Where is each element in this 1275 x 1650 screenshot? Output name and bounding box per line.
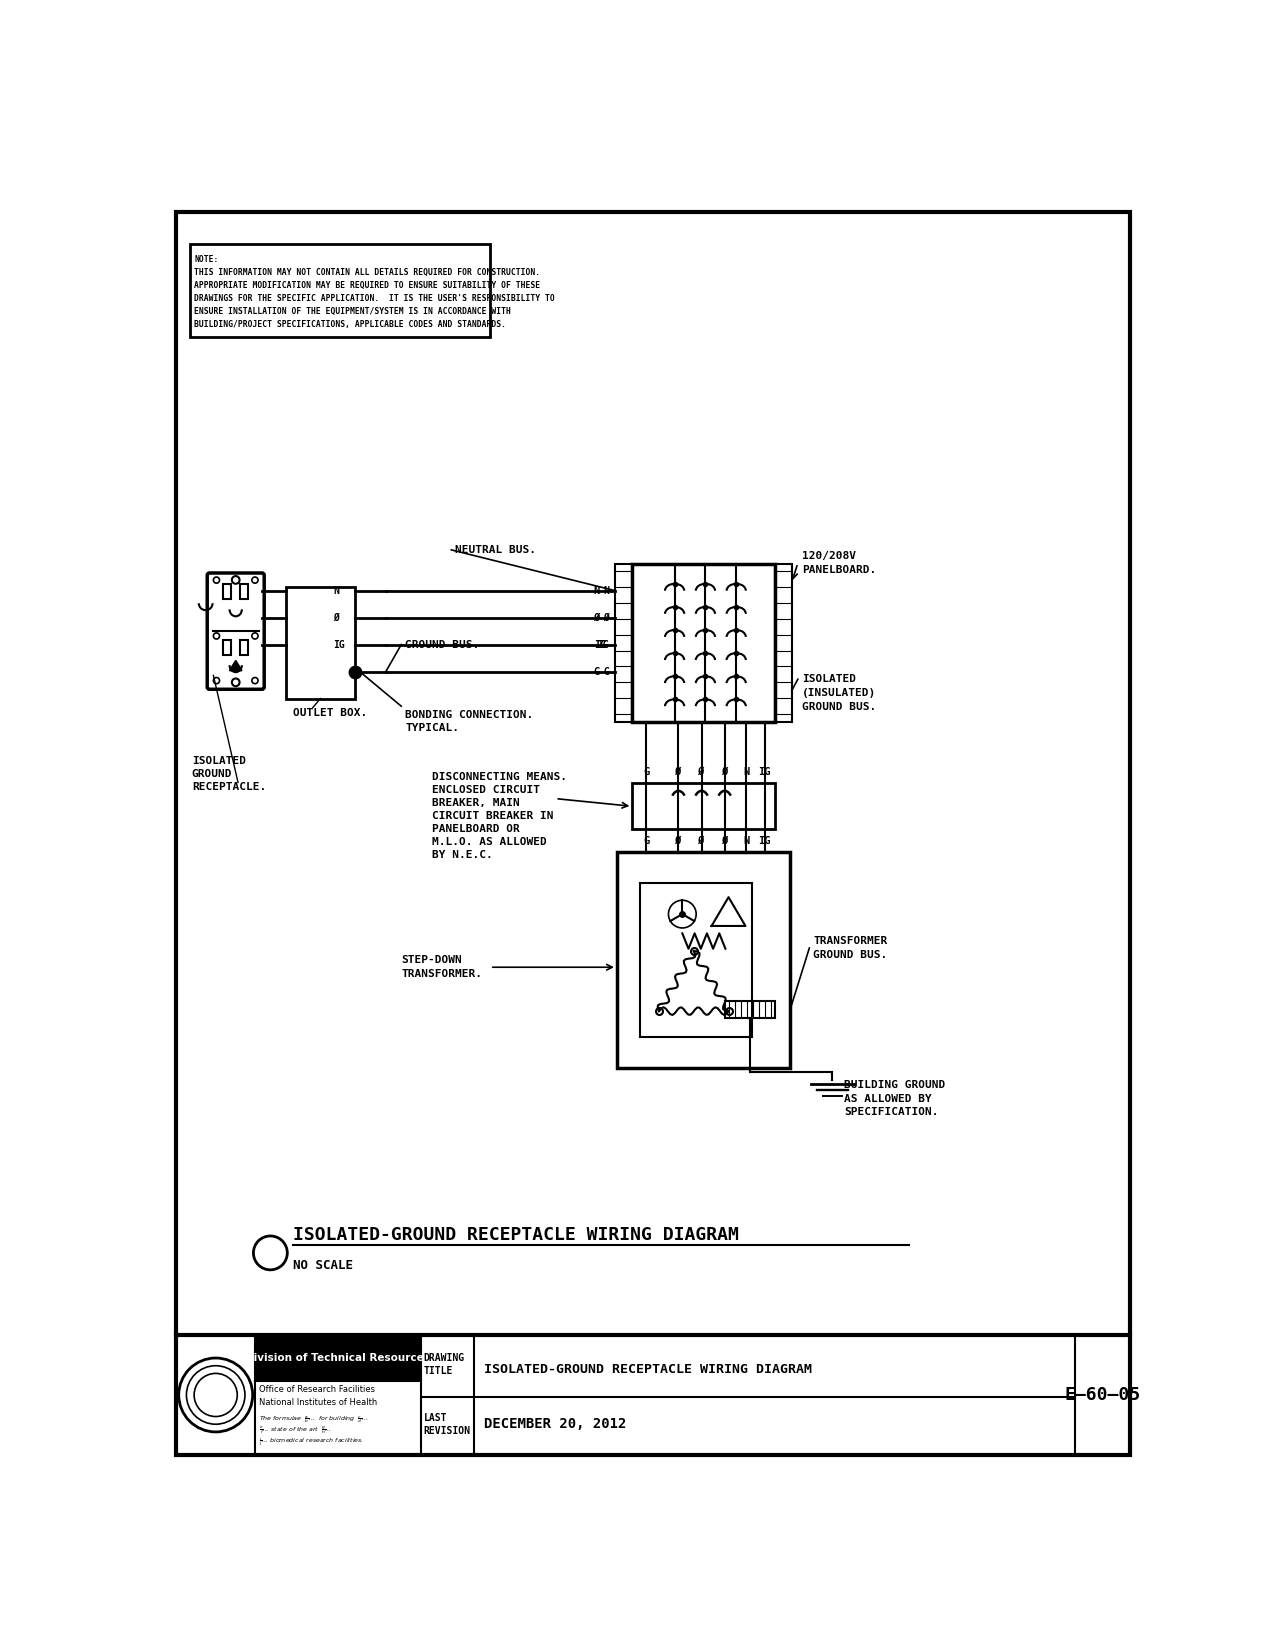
Text: ENCLOSED CIRCUIT: ENCLOSED CIRCUIT [432, 785, 541, 795]
Text: DECEMBER 20, 2012: DECEMBER 20, 2012 [483, 1417, 626, 1431]
Text: RECEPTACLE.: RECEPTACLE. [191, 782, 266, 792]
Text: IG: IG [334, 640, 346, 650]
Text: Ø: Ø [699, 835, 705, 845]
Bar [632, 564, 775, 721]
Text: ISOLATED: ISOLATED [802, 675, 856, 685]
Text: G: G [643, 835, 649, 845]
Text: $\frac{e}{f}$... state of the art  $\frac{g}{h}$...: $\frac{e}{f}$... state of the art $\frac… [259, 1424, 332, 1436]
Text: GROUND BUS.: GROUND BUS. [813, 950, 887, 960]
Text: IG: IG [594, 640, 607, 650]
Text: Ø: Ø [603, 612, 609, 622]
Circle shape [213, 578, 219, 582]
FancyBboxPatch shape [208, 573, 264, 690]
Text: LAST
REVISION: LAST REVISION [423, 1412, 470, 1435]
Bar [616, 564, 632, 721]
Text: Division of Technical Resources: Division of Technical Resources [245, 1353, 430, 1363]
Bar [775, 564, 792, 721]
Text: BONDING CONNECTION.: BONDING CONNECTION. [405, 710, 533, 719]
Text: N: N [743, 767, 750, 777]
Circle shape [252, 678, 258, 683]
Bar [223, 584, 231, 599]
Bar [617, 853, 790, 1068]
Text: NO SCALE: NO SCALE [293, 1259, 353, 1272]
Text: N: N [334, 586, 339, 596]
Text: M.L.O. AS ALLOWED: M.L.O. AS ALLOWED [432, 837, 547, 846]
Text: $\frac{i}{j}$... biomedical research facilities.: $\frac{i}{j}$... biomedical research fac… [259, 1436, 363, 1449]
Circle shape [252, 578, 258, 582]
Text: ENSURE INSTALLATION OF THE EQUIPMENT/SYSTEM IS IN ACCORDANCE WITH: ENSURE INSTALLATION OF THE EQUIPMENT/SYS… [194, 307, 511, 317]
Text: GROUND: GROUND [191, 769, 232, 779]
Text: NEUTRAL BUS.: NEUTRAL BUS. [455, 544, 537, 554]
Text: OUTLET BOX.: OUTLET BOX. [293, 708, 367, 718]
Text: GROUND BUS.: GROUND BUS. [802, 701, 876, 711]
Text: ISOLATED-GROUND RECEPTACLE WIRING DIAGRAM: ISOLATED-GROUND RECEPTACLE WIRING DIAGRA… [293, 1226, 740, 1244]
Text: National Institutes of Health: National Institutes of Health [259, 1399, 377, 1407]
Text: IG: IG [598, 640, 609, 650]
Text: THIS INFORMATION MAY NOT CONTAIN ALL DETAILS REQUIRED FOR CONSTRUCTION.: THIS INFORMATION MAY NOT CONTAIN ALL DET… [194, 267, 541, 277]
Text: TRANSFORMER: TRANSFORMER [813, 936, 887, 945]
Text: Ø: Ø [334, 612, 339, 622]
Bar [240, 640, 249, 655]
Bar [240, 584, 249, 599]
Bar [640, 883, 752, 1038]
Bar [286, 587, 354, 698]
Text: Office of Research Facilities: Office of Research Facilities [259, 1386, 375, 1394]
Text: Ø: Ø [594, 612, 601, 622]
Text: G: G [594, 667, 601, 676]
Bar [724, 1002, 775, 1018]
Text: Ø: Ø [722, 835, 728, 845]
Text: IG: IG [759, 767, 771, 777]
Text: DRAWINGS FOR THE SPECIFIC APPLICATION.  IT IS THE USER'S RESPONSIBILITY TO: DRAWINGS FOR THE SPECIFIC APPLICATION. I… [194, 294, 555, 304]
Text: G: G [643, 767, 649, 777]
Circle shape [232, 576, 240, 584]
Text: Ø: Ø [676, 767, 682, 777]
Circle shape [213, 678, 219, 683]
Text: SPECIFICATION.: SPECIFICATION. [844, 1107, 938, 1117]
Text: BREAKER, MAIN: BREAKER, MAIN [432, 799, 520, 808]
Text: BUILDING GROUND: BUILDING GROUND [844, 1079, 945, 1089]
Text: NOTE:: NOTE: [194, 256, 218, 264]
Bar [190, 244, 490, 337]
Text: GROUND BUS.: GROUND BUS. [405, 640, 479, 650]
Text: APPROPRIATE MODIFICATION MAY BE REQUIRED TO ENSURE SUITABILITY OF THESE: APPROPRIATE MODIFICATION MAY BE REQUIRED… [194, 280, 541, 290]
Text: E–60–05: E–60–05 [1065, 1386, 1141, 1404]
Text: (INSULATED): (INSULATED) [802, 688, 876, 698]
Text: N: N [603, 586, 609, 596]
Polygon shape [230, 660, 242, 670]
Text: ISOLATED-GROUND RECEPTACLE WIRING DIAGRAM: ISOLATED-GROUND RECEPTACLE WIRING DIAGRA… [483, 1363, 812, 1376]
Text: IG: IG [759, 835, 771, 845]
Text: 120/208V: 120/208V [802, 551, 856, 561]
Text: TRANSFORMER.: TRANSFORMER. [402, 969, 482, 978]
Text: BY N.E.C.: BY N.E.C. [432, 850, 493, 860]
Text: PANELBOARD.: PANELBOARD. [802, 564, 876, 574]
Text: Ø: Ø [699, 767, 705, 777]
Bar [255, 1335, 421, 1381]
Bar [223, 640, 231, 655]
Text: BUILDING/PROJECT SPECIFICATIONS, APPLICABLE CODES AND STANDARDS.: BUILDING/PROJECT SPECIFICATIONS, APPLICA… [194, 320, 506, 330]
Text: Ø: Ø [722, 767, 728, 777]
Text: The formulae  $\frac{a}{b}$...  for building  $\frac{c}{d}$...: The formulae $\frac{a}{b}$... for buildi… [259, 1414, 368, 1424]
Circle shape [213, 634, 219, 639]
Text: N: N [594, 586, 601, 596]
Text: AS ALLOWED BY: AS ALLOWED BY [844, 1094, 932, 1104]
Text: G: G [603, 667, 609, 676]
Text: Ø: Ø [676, 835, 682, 845]
Text: TYPICAL.: TYPICAL. [405, 723, 459, 733]
Text: DRAWING
TITLE: DRAWING TITLE [423, 1353, 464, 1376]
Text: ISOLATED: ISOLATED [191, 756, 246, 766]
Text: STEP-DOWN: STEP-DOWN [402, 955, 462, 965]
Text: CIRCUIT BREAKER IN: CIRCUIT BREAKER IN [432, 810, 553, 822]
Text: PANELBOARD OR: PANELBOARD OR [432, 823, 520, 833]
Circle shape [232, 678, 240, 686]
Text: N: N [743, 835, 750, 845]
Bar [632, 784, 775, 830]
Circle shape [252, 634, 258, 639]
Text: DISCONNECTING MEANS.: DISCONNECTING MEANS. [432, 772, 567, 782]
